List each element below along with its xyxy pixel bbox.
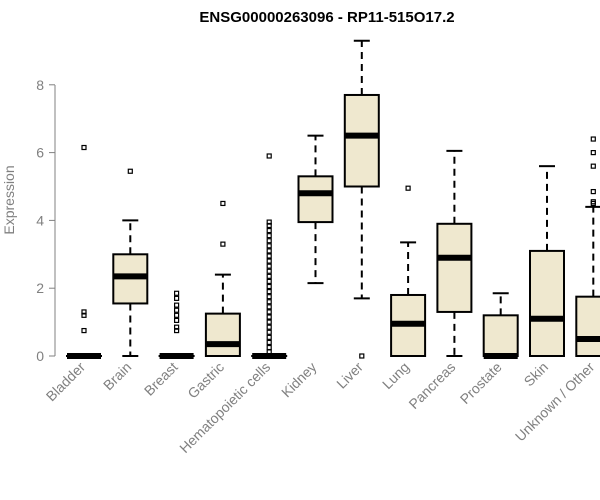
outlier-point (359, 353, 365, 359)
x-tick-label: Hematopoietic cells (176, 359, 273, 456)
box-brain (112, 168, 149, 357)
outlier-point (266, 253, 272, 259)
outlier-point (266, 309, 272, 315)
outlier-point (174, 307, 180, 313)
outlier-point (127, 168, 133, 174)
x-tick-label: Liver (333, 359, 366, 392)
box-gastric (204, 200, 241, 357)
x-tick-label: Brain (100, 359, 134, 393)
y-tick-label: 0 (36, 348, 44, 364)
box-rect (575, 295, 600, 357)
outlier-point (266, 268, 272, 274)
y-axis-title: Expression (1, 165, 17, 234)
outlier-point (266, 294, 272, 300)
x-tick-label: Skin (521, 359, 552, 390)
outlier-point (266, 344, 272, 351)
box-rect (204, 312, 241, 357)
outlier-point (266, 243, 272, 249)
outlier-point (266, 334, 272, 340)
outlier-point (266, 314, 272, 320)
outlier-point (220, 200, 226, 207)
chart-title: ENSG00000263096 - RP11-515O17.2 (199, 9, 454, 26)
outlier-point (266, 153, 272, 159)
outlier-point (266, 227, 272, 234)
box-rect (297, 175, 334, 224)
outlier-point (590, 163, 596, 169)
outlier-point (174, 317, 180, 324)
outlier-point (266, 339, 272, 346)
box-skin (529, 165, 565, 357)
outlier-point (266, 258, 272, 264)
outlier-point (266, 304, 272, 310)
x-tick-label: Kidney (278, 359, 320, 401)
outlier-point (266, 263, 272, 269)
x-tick-label: Bladder (43, 359, 89, 405)
outlier-point (590, 200, 596, 207)
outlier-point (266, 324, 272, 330)
box-rect (529, 249, 565, 357)
outlier-point (174, 324, 180, 330)
box-liver (343, 39, 380, 359)
x-tick-label: Unknown / Other (512, 359, 598, 445)
outlier-point (266, 273, 272, 279)
outlier-point (266, 248, 272, 254)
outlier-point (266, 349, 272, 355)
outlier-point (81, 312, 87, 318)
outlier-point (266, 278, 272, 285)
outlier-point (81, 309, 87, 315)
box-kidney (297, 134, 334, 285)
outlier-point (266, 238, 272, 244)
outlier-point (590, 150, 596, 156)
outlier-point (266, 299, 272, 305)
box-hematopoietic-cells (251, 153, 288, 359)
box-lung (390, 185, 427, 358)
outlier-point (266, 219, 272, 225)
box-bladder (66, 144, 102, 359)
outlier-point (174, 290, 180, 296)
y-tick-label: 6 (36, 145, 44, 161)
outlier-point (220, 241, 226, 247)
x-tick-label: Pancreas (405, 359, 458, 412)
box-unknown-other (575, 136, 600, 357)
box-prostate (482, 292, 519, 359)
x-tick-label: Lung (379, 359, 412, 392)
outlier-point (266, 329, 272, 335)
outlier-point (81, 327, 87, 334)
outlier-point (590, 188, 596, 195)
boxes-group (66, 39, 600, 359)
box-breast (158, 290, 195, 359)
x-tick-label: Breast (141, 359, 181, 399)
x-tick-label: Gastric (184, 359, 227, 402)
box-rect (482, 314, 519, 358)
box-rect (343, 93, 380, 188)
outlier-point (405, 185, 411, 191)
outlier-point (266, 233, 272, 239)
outlier-point (266, 288, 272, 295)
outlier-point (174, 295, 180, 301)
outlier-point (174, 327, 180, 334)
outlier-point (81, 144, 87, 151)
outlier-point (590, 136, 596, 142)
outlier-point (174, 312, 180, 318)
outlier-point (266, 222, 272, 229)
outlier-point (266, 283, 272, 290)
x-tick-label: Prostate (457, 359, 505, 407)
y-tick-label: 2 (36, 280, 44, 296)
outlier-point (174, 302, 180, 308)
y-tick-label: 4 (36, 212, 44, 228)
outlier-point (266, 319, 272, 325)
y-axis: 0 2 4 6 8 (36, 77, 55, 364)
box-pancreas (436, 149, 473, 357)
box-rect (436, 222, 473, 313)
y-tick-label: 8 (36, 77, 44, 93)
